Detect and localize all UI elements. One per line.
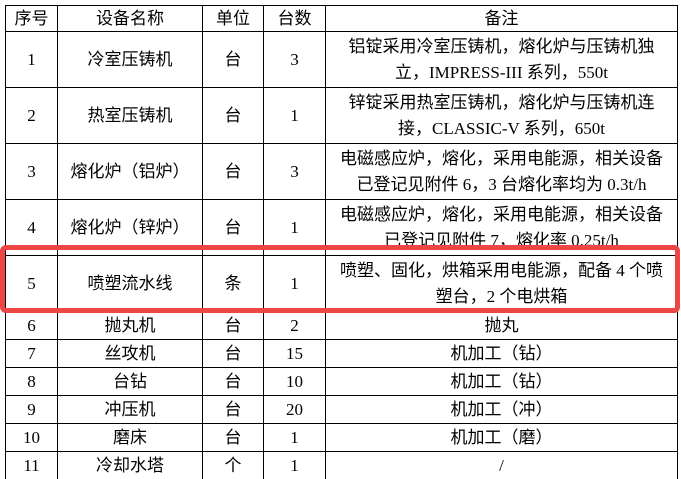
cell-seq-no: 9 — [5, 395, 58, 424]
cell-remark: 电磁感应炉，熔化，采用电能源，相关设备已登记见附件 6，3 台熔化率均为 0.3… — [325, 143, 678, 200]
cell-seq-no: 3 — [5, 143, 58, 200]
cell-remark: 抛丸 — [325, 311, 678, 340]
table-row: 7 丝攻机 台 15 机加工（钻） — [5, 339, 678, 368]
cell-remark: 锌锭采用热室压铸机，熔化炉与压铸机连接，CLASSIC-V 系列，650t — [325, 87, 678, 144]
cell-remark: 机加工（钻） — [325, 339, 678, 368]
cell-quantity: 10 — [263, 367, 326, 396]
cell-unit: 台 — [202, 423, 264, 452]
cell-quantity: 1 — [263, 451, 326, 479]
cell-seq-no: 8 — [5, 367, 58, 396]
cell-equipment-name: 磨床 — [57, 423, 203, 452]
cell-equipment-name: 抛丸机 — [57, 311, 203, 340]
cell-remark: 机加工（冲） — [325, 395, 678, 424]
table-row: 1 冷室压铸机 台 3 铝锭采用冷室压铸机，熔化炉与压铸机独立，IMPRESS-… — [5, 31, 678, 88]
cell-unit: 台 — [202, 395, 264, 424]
cell-quantity: 3 — [263, 31, 326, 88]
table-row-highlighted: 5 喷塑流水线 条 1 喷塑、固化，烘箱采用电能源，配备 4 个喷塑台，2 个电… — [5, 255, 678, 312]
table-row: 2 热室压铸机 台 1 锌锭采用热室压铸机，熔化炉与压铸机连接，CLASSIC-… — [5, 87, 678, 144]
cell-unit: 台 — [202, 87, 264, 144]
equipment-table-body: 1 冷室压铸机 台 3 铝锭采用冷室压铸机，熔化炉与压铸机独立，IMPRESS-… — [5, 31, 678, 479]
cell-equipment-name: 热室压铸机 — [57, 87, 203, 144]
table-row: 9 冲压机 台 20 机加工（冲） — [5, 395, 678, 424]
cell-unit: 台 — [202, 339, 264, 368]
cell-quantity: 20 — [263, 395, 326, 424]
header-cell-remark: 备注 — [325, 5, 678, 32]
cell-remark: 机加工（钻） — [325, 367, 678, 396]
cell-quantity: 1 — [263, 87, 326, 144]
cell-seq-no: 11 — [5, 451, 58, 479]
header-cell-seq-no: 序号 — [5, 5, 58, 32]
table-header-row: 序号 设备名称 单位 台数 备注 — [5, 5, 678, 32]
cell-quantity: 3 — [263, 143, 326, 200]
cell-equipment-name: 喷塑流水线 — [57, 255, 203, 312]
cell-equipment-name: 冲压机 — [57, 395, 203, 424]
cell-seq-no: 10 — [5, 423, 58, 452]
cell-equipment-name: 台钻 — [57, 367, 203, 396]
cell-unit: 台 — [202, 31, 264, 88]
cell-equipment-name: 熔化炉（铝炉） — [57, 143, 203, 200]
table-row: 3 熔化炉（铝炉） 台 3 电磁感应炉，熔化，采用电能源，相关设备已登记见附件 … — [5, 143, 678, 200]
cell-unit: 个 — [202, 451, 264, 479]
table-row: 10 磨床 台 1 机加工（磨） — [5, 423, 678, 452]
cell-quantity: 1 — [263, 199, 326, 256]
cell-unit: 台 — [202, 367, 264, 396]
cell-remark: 电磁感应炉，熔化，采用电能源，相关设备已登记见附件 7，熔化率 0.25t/h — [325, 199, 678, 256]
equipment-table: 序号 设备名称 单位 台数 备注 1 冷室压铸机 台 3 铝锭采用冷室压铸机，熔… — [5, 5, 678, 479]
cell-seq-no: 4 — [5, 199, 58, 256]
cell-equipment-name: 冷室压铸机 — [57, 31, 203, 88]
cell-remark: 铝锭采用冷室压铸机，熔化炉与压铸机独立，IMPRESS-III 系列，550t — [325, 31, 678, 88]
cell-remark: 喷塑、固化，烘箱采用电能源，配备 4 个喷塑台，2 个电烘箱 — [325, 255, 678, 312]
cell-seq-no: 7 — [5, 339, 58, 368]
table-row: 11 冷却水塔 个 1 / — [5, 451, 678, 479]
cell-seq-no: 2 — [5, 87, 58, 144]
cell-remark: / — [325, 451, 678, 479]
cell-seq-no: 5 — [5, 255, 58, 312]
cell-unit: 台 — [202, 199, 264, 256]
cell-unit: 台 — [202, 311, 264, 340]
cell-equipment-name: 丝攻机 — [57, 339, 203, 368]
cell-unit: 台 — [202, 143, 264, 200]
cell-seq-no: 6 — [5, 311, 58, 340]
cell-quantity: 1 — [263, 423, 326, 452]
cell-remark: 机加工（磨） — [325, 423, 678, 452]
cell-quantity: 15 — [263, 339, 326, 368]
cell-unit: 条 — [202, 255, 264, 312]
table-row: 4 熔化炉（锌炉） 台 1 电磁感应炉，熔化，采用电能源，相关设备已登记见附件 … — [5, 199, 678, 256]
table-row: 6 抛丸机 台 2 抛丸 — [5, 311, 678, 340]
cell-quantity: 1 — [263, 255, 326, 312]
cell-equipment-name: 冷却水塔 — [57, 451, 203, 479]
cell-equipment-name: 熔化炉（锌炉） — [57, 199, 203, 256]
header-cell-quantity: 台数 — [263, 5, 326, 32]
cell-quantity: 2 — [263, 311, 326, 340]
cell-seq-no: 1 — [5, 31, 58, 88]
header-cell-unit: 单位 — [202, 5, 264, 32]
header-cell-equipment-name: 设备名称 — [57, 5, 203, 32]
table-row: 8 台钻 台 10 机加工（钻） — [5, 367, 678, 396]
